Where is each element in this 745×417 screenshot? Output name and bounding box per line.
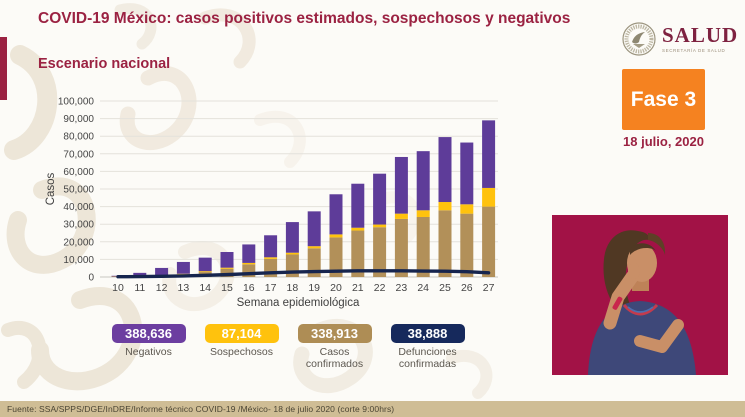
bar-segment-week-27 bbox=[482, 187, 496, 207]
y-tick-label: 100,000 bbox=[58, 97, 95, 108]
bar-segment-week-21 bbox=[351, 227, 365, 231]
x-tick-label: 14 bbox=[199, 282, 211, 294]
y-tick-label: 50,000 bbox=[63, 185, 94, 196]
x-tick-label: 15 bbox=[221, 282, 233, 294]
stat-negativos: 388,636 Negativos bbox=[102, 324, 195, 371]
stat-label: Negativos bbox=[125, 346, 172, 358]
source-text: Fuente: SSA/SPPS/DGE/InDRE/Informe técni… bbox=[7, 404, 395, 414]
bar-segment-week-11 bbox=[133, 272, 147, 277]
logo-sublabel: SECRETARÍA DE SALUD bbox=[662, 48, 726, 53]
deaths-line bbox=[116, 269, 491, 279]
bar-segment-week-14 bbox=[198, 271, 212, 273]
salud-logo: SALUD SECRETARÍA DE SALUD bbox=[621, 21, 738, 57]
bar-segment-week-23 bbox=[394, 156, 408, 214]
phase-badge: Fase 3 bbox=[622, 69, 705, 130]
x-tick-label: 26 bbox=[461, 282, 473, 294]
bar-segment-week-20 bbox=[329, 194, 343, 235]
stat-value-badge: 338,913 bbox=[297, 324, 372, 343]
bar-segment-week-14 bbox=[198, 257, 212, 272]
bar-segment-week-25 bbox=[438, 137, 452, 203]
left-accent-bar bbox=[0, 37, 7, 100]
bar-segment-week-26 bbox=[460, 213, 474, 277]
x-tick-label: 20 bbox=[330, 282, 342, 294]
sign-language-interpreter bbox=[552, 215, 728, 375]
bar-segment-week-13 bbox=[176, 261, 190, 274]
bar-segment-week-25 bbox=[438, 202, 452, 211]
report-date: 18 julio, 2020 bbox=[623, 134, 704, 149]
x-tick-label: 11 bbox=[134, 282, 145, 294]
bar-segment-week-15 bbox=[220, 267, 234, 269]
stat-label: Defunciones confirmadas bbox=[398, 346, 457, 371]
bar-segment-week-24 bbox=[416, 210, 430, 217]
bar-segment-week-21 bbox=[351, 230, 365, 277]
bar-segment-week-15 bbox=[220, 252, 234, 268]
bar-segment-week-27 bbox=[482, 206, 496, 277]
stat-sospechosos: 87,104 Sospechosos bbox=[195, 324, 288, 371]
source-footer: Fuente: SSA/SPPS/DGE/InDRE/Informe técni… bbox=[0, 401, 745, 417]
bar-segment-week-19 bbox=[307, 211, 321, 247]
summary-stats-row: 388,636 Negativos 87,104 Sospechosos 338,913… bbox=[102, 324, 474, 371]
bar-segment-week-24 bbox=[416, 216, 430, 277]
chart-svg: 0 10,000 20,000 30,000 40,000 50,000 60,000 70,… bbox=[45, 97, 498, 309]
x-tick-label: 16 bbox=[243, 282, 255, 294]
bar-segment-week-16 bbox=[242, 262, 256, 265]
page-title: COVID-19 México: casos positivos estimad… bbox=[38, 10, 571, 27]
stat-label: Sospechosos bbox=[209, 346, 274, 358]
bar-segment-week-17 bbox=[264, 235, 278, 258]
cases-stacked-bar-chart: 0 10,000 20,000 30,000 40,000 50,000 60,000 70,… bbox=[42, 88, 520, 312]
y-tick-label: 30,000 bbox=[63, 220, 94, 231]
y-tick-label: 80,000 bbox=[63, 132, 94, 143]
stat-defunciones-confirmadas: 38,888 Defunciones confirmadas bbox=[381, 324, 474, 371]
bar-segment-week-20 bbox=[329, 234, 343, 238]
bar-segment-week-25 bbox=[438, 210, 452, 277]
bar-segment-week-22 bbox=[373, 173, 387, 225]
x-tick-label: 13 bbox=[178, 282, 190, 294]
bar-segment-week-18 bbox=[285, 252, 299, 255]
y-tick-label: 60,000 bbox=[63, 167, 94, 178]
x-tick-label: 22 bbox=[374, 282, 386, 294]
interpreter-illustration bbox=[552, 215, 728, 375]
bar-segment-week-23 bbox=[394, 218, 408, 277]
y-axis-title: Casos bbox=[45, 172, 57, 205]
logo-wordmark: SALUD bbox=[662, 23, 739, 47]
y-tick-label: 10,000 bbox=[63, 255, 94, 266]
bar-segment-week-19 bbox=[307, 246, 321, 249]
x-tick-label: 10 bbox=[112, 282, 124, 294]
y-tick-label: 40,000 bbox=[63, 202, 94, 213]
x-tick-label: 12 bbox=[156, 282, 168, 294]
bar-segment-week-12 bbox=[155, 267, 169, 276]
bar-segment-week-16 bbox=[242, 244, 256, 263]
y-tick-label: 0 bbox=[88, 273, 94, 284]
y-tick-label: 70,000 bbox=[63, 149, 94, 160]
page-subtitle: Escenario nacional bbox=[38, 56, 171, 72]
x-tick-label: 25 bbox=[439, 282, 451, 294]
stat-casos-confirmados: 338,913 Casos confirmados bbox=[288, 324, 381, 371]
bar-segment-week-17 bbox=[264, 257, 278, 259]
bar-segment-week-26 bbox=[460, 204, 474, 214]
bar-segment-week-18 bbox=[285, 222, 299, 253]
bar-segment-week-26 bbox=[460, 142, 474, 205]
x-tick-label: 17 bbox=[265, 282, 277, 294]
bar-segment-week-27 bbox=[482, 120, 496, 188]
bar-segment-week-20 bbox=[329, 237, 343, 277]
stat-value-badge: 87,104 bbox=[204, 324, 279, 343]
y-tick-label: 20,000 bbox=[63, 237, 94, 248]
y-tick-label: 90,000 bbox=[63, 114, 94, 125]
eagle-emblem-icon bbox=[622, 22, 656, 56]
bar-segment-week-23 bbox=[394, 213, 408, 219]
stat-value-badge: 388,636 bbox=[111, 324, 186, 343]
stat-label: Casos confirmados bbox=[305, 346, 364, 371]
bar-segment-week-24 bbox=[416, 151, 430, 211]
bar-segment-week-22 bbox=[373, 224, 387, 228]
x-axis-title: Semana epidemiológica bbox=[237, 297, 360, 309]
bar-segment-week-22 bbox=[373, 227, 387, 277]
x-tick-label: 24 bbox=[417, 282, 429, 294]
x-tick-label: 19 bbox=[308, 282, 320, 294]
x-tick-label: 21 bbox=[352, 282, 364, 294]
x-tick-label: 23 bbox=[396, 282, 408, 294]
bar-segment-week-21 bbox=[351, 183, 365, 228]
x-tick-label: 27 bbox=[483, 282, 495, 294]
stat-value-badge: 38,888 bbox=[390, 324, 465, 343]
x-tick-label: 18 bbox=[287, 282, 299, 294]
